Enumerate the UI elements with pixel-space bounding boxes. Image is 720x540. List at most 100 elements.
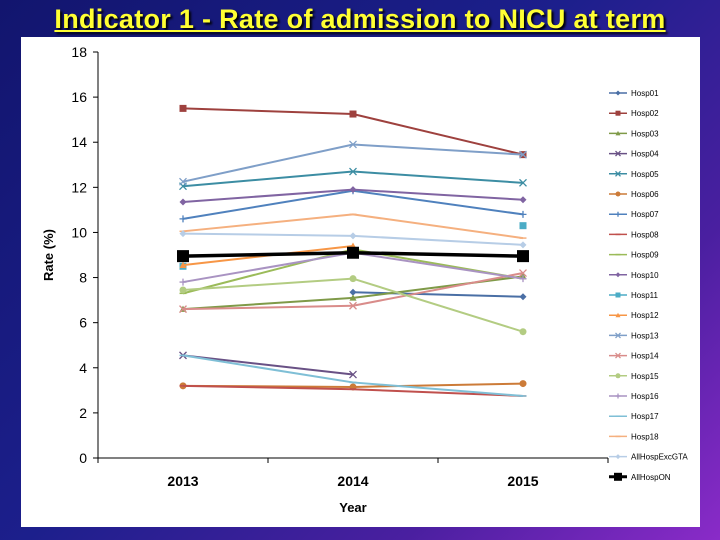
series-line-segment xyxy=(352,213,524,240)
series-hosp10 xyxy=(179,186,527,206)
y-tick-label: 14 xyxy=(71,134,87,150)
x-ticks: 2013 2014 2015 xyxy=(97,458,609,489)
y-axis-label: Rate (%) xyxy=(41,229,56,281)
data-point xyxy=(615,150,621,157)
data-point xyxy=(177,250,189,263)
data-point xyxy=(615,130,621,136)
series-line-segment xyxy=(352,388,524,397)
legend-label: AllHospExcGTA xyxy=(631,453,688,462)
legend-item: Hosp02 xyxy=(609,109,659,118)
data-point xyxy=(615,292,621,298)
data-point xyxy=(615,90,621,96)
data-point xyxy=(615,332,621,339)
legend-item: Hosp18 xyxy=(609,432,659,441)
y-ticks: 0 2 4 6 8 10 12 14 16 18 xyxy=(71,44,98,466)
legend-label: AllHospON xyxy=(631,473,671,482)
series-line-segment xyxy=(352,382,524,388)
data-point xyxy=(519,196,527,204)
legend-label: Hosp08 xyxy=(631,230,659,239)
series-line-segment xyxy=(352,234,524,246)
data-point xyxy=(615,272,621,278)
series-line-segment xyxy=(182,189,354,220)
legend-label: Hosp05 xyxy=(631,170,659,179)
data-point xyxy=(615,170,621,177)
series-line-segment xyxy=(352,272,524,307)
y-tick-label: 8 xyxy=(79,270,87,286)
legend-label: Hosp01 xyxy=(631,89,659,98)
data-point xyxy=(349,140,357,149)
y-tick-label: 2 xyxy=(79,405,87,421)
series-line-segment xyxy=(352,291,524,298)
data-point xyxy=(349,110,357,118)
series-line-segment xyxy=(352,170,524,184)
y-tick-label: 6 xyxy=(79,315,87,331)
series-line-segment xyxy=(182,296,354,311)
series-line-segment xyxy=(182,250,354,258)
data-point xyxy=(349,301,357,310)
data-point xyxy=(179,104,187,112)
series-line-segment xyxy=(352,275,524,299)
series-line-segment xyxy=(352,189,524,216)
data-point xyxy=(179,286,187,294)
data-point xyxy=(519,380,527,388)
legend-item: Hosp01 xyxy=(609,89,659,98)
series-hosp02 xyxy=(179,104,527,159)
series-line-segment xyxy=(182,232,354,237)
series-allhospon xyxy=(177,246,529,263)
data-point xyxy=(519,328,527,336)
data-point xyxy=(615,312,621,318)
legend-label: Hosp11 xyxy=(631,291,659,300)
series-line-segment xyxy=(182,354,354,376)
series-line-segment xyxy=(182,251,354,284)
data-point xyxy=(349,186,357,194)
legend-label: Hosp07 xyxy=(631,210,659,219)
data-point xyxy=(519,222,527,230)
series-line-segment xyxy=(182,143,354,183)
data-point xyxy=(519,293,527,301)
legend-item: AllHospExcGTA xyxy=(609,453,688,462)
data-point xyxy=(615,211,621,217)
series-line-segment xyxy=(182,188,354,203)
series-line-segment xyxy=(352,143,524,156)
chart-panel: 0 2 4 6 8 10 12 14 16 18 2013 2014 2015 Rate (%) Ye… xyxy=(21,37,700,527)
series-hosp15 xyxy=(179,275,527,336)
slide-title: Indicator 1 - Rate of admission to NICU … xyxy=(54,4,666,34)
legend-label: Hosp03 xyxy=(631,129,659,138)
series-line-segment xyxy=(182,304,354,311)
series-layer xyxy=(177,104,529,397)
series-line-segment xyxy=(182,384,354,391)
legend-item: Hosp03 xyxy=(609,129,659,138)
y-tick-label: 16 xyxy=(71,89,87,105)
legend-item: Hosp14 xyxy=(609,352,659,361)
data-point xyxy=(179,261,187,268)
series-line-segment xyxy=(182,354,354,384)
legend-item: AllHospON xyxy=(609,472,671,482)
series-hosp16 xyxy=(179,249,527,286)
data-point xyxy=(519,275,527,283)
data-point xyxy=(179,305,187,314)
legend-item: Hosp06 xyxy=(609,190,659,199)
legend-label: Hosp14 xyxy=(631,352,659,361)
series-hosp17 xyxy=(179,354,527,397)
line-chart: 0 2 4 6 8 10 12 14 16 18 2013 2014 2015 Rate (%) Ye… xyxy=(41,44,688,515)
series-line-segment xyxy=(182,170,354,188)
legend-label: Hosp02 xyxy=(631,109,659,118)
data-point xyxy=(349,275,357,283)
series-line-segment xyxy=(352,250,524,258)
data-point xyxy=(519,150,527,159)
legend-item: Hosp09 xyxy=(609,251,659,260)
data-point xyxy=(349,370,357,379)
legend-item: Hosp05 xyxy=(609,170,659,179)
legend-label: Hosp16 xyxy=(631,392,659,401)
series-hosp14 xyxy=(179,269,527,314)
y-tick-label: 4 xyxy=(79,360,87,376)
series-hosp05 xyxy=(179,167,527,191)
y-tick-label: 0 xyxy=(79,450,87,466)
data-point xyxy=(615,393,621,399)
series-line-segment xyxy=(352,381,524,397)
legend-label: Hosp06 xyxy=(631,190,659,199)
data-point xyxy=(519,269,527,278)
data-point xyxy=(615,373,621,379)
data-point xyxy=(179,230,187,238)
series-line-segment xyxy=(182,107,354,116)
